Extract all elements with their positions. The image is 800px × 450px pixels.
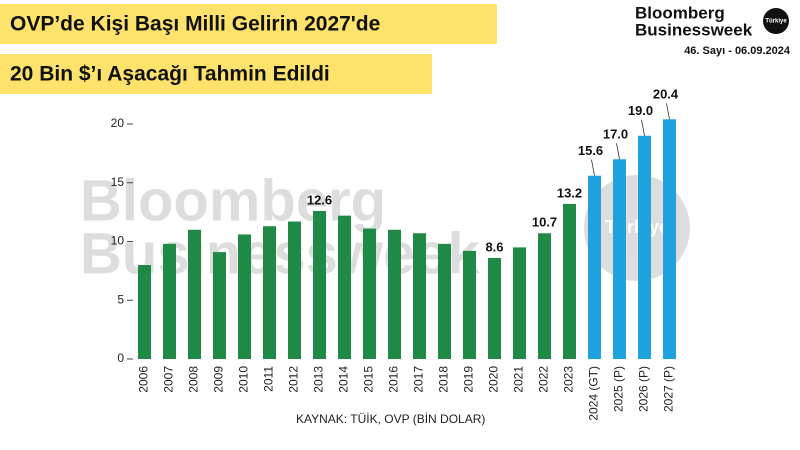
bar [163,243,176,359]
title-highlight [0,4,497,44]
value-label: 8.6 [485,239,503,254]
x-tick-label: 2013 [312,366,326,393]
x-tick-label: 2024 (GT) [587,366,601,421]
bar [438,243,451,359]
bar [263,226,276,359]
value-label: 13.2 [557,185,582,200]
source: KAYNAK: TÜİK, OVP (BİN DOLAR) [296,412,485,426]
y-tick-label: 15 [111,175,125,189]
issue: 46. Sayı - 06.09.2024 [684,45,791,57]
value-label: 20.4 [653,87,679,102]
bar [638,135,651,359]
leader-line [641,119,645,136]
bar [613,159,626,359]
x-tick-label: 2017 [412,366,426,393]
value-label: 12.6 [307,192,332,207]
x-tick-label: 2008 [187,366,201,393]
watermark-text: Bloomberg [80,168,386,233]
x-tick-label: 2020 [487,366,501,393]
brand: Türkiye [765,19,787,25]
x-tick-label: 2009 [212,366,226,393]
value-label: 10.7 [532,215,557,230]
bar [663,119,676,359]
bar [413,233,426,359]
x-tick-label: 2022 [537,366,551,393]
y-tick-label: 0 [117,351,124,365]
bar [338,215,351,359]
x-tick-label: 2021 [512,366,526,393]
x-tick-label: 2015 [362,366,376,393]
value-label: 19.0 [628,103,653,118]
x-tick-label: 2019 [462,366,476,393]
brand: Businessweek [635,20,753,39]
value-label: 15.6 [578,143,603,158]
bar [238,234,251,359]
title-highlight [0,54,432,94]
bar [488,257,501,359]
bar [388,229,401,359]
x-tick-label: 2018 [437,366,451,393]
chart-title: OVP’de Kişi Başı Milli Gelirin 2027'de [10,13,380,36]
x-tick-label: 2012 [287,366,301,393]
x-tick-label: 2006 [137,366,151,393]
x-tick-label: 2026 (P) [637,366,651,412]
bar [313,210,326,359]
leader-line [591,159,595,176]
x-tick-label: 2014 [337,366,351,393]
y-tick-label: 5 [117,292,124,306]
x-tick-label: 2010 [237,366,251,393]
x-tick-label: 2027 (P) [662,366,676,412]
x-tick-label: 2023 [562,366,576,393]
x-tick-label: 2016 [387,366,401,393]
x-tick-label: 2007 [162,366,176,393]
x-tick-label: 2025 (P) [612,366,626,412]
y-tick-label: 10 [111,234,125,248]
bar [588,175,601,359]
bar [213,252,226,359]
value-label: 17.0 [603,127,628,142]
leader-line [616,143,620,160]
bar [363,228,376,359]
leader-line [666,103,670,120]
bar [288,221,301,359]
x-tick-label: 2011 [262,366,276,392]
chart-title: 20 Bin $’ı Aşacağı Tahmin Edildi [10,63,330,86]
bar [538,233,551,359]
bar [188,229,201,359]
bar [513,247,526,359]
bar [138,265,151,359]
brand: Bloomberg [635,3,725,22]
bar [563,203,576,359]
brand-badge [763,8,789,34]
y-tick-label: 20 [111,116,125,130]
bar [463,250,476,359]
